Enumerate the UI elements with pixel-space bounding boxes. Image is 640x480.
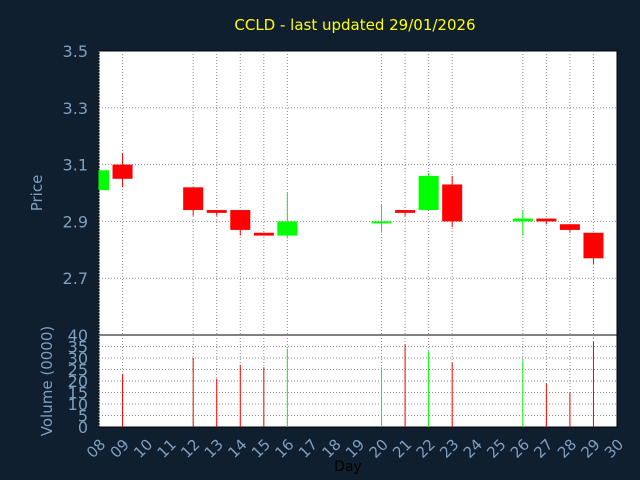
price-y-tick-label: 3.3 bbox=[63, 99, 88, 118]
candle-body bbox=[183, 187, 204, 211]
candle-body bbox=[230, 210, 251, 230]
x-tick-label: 24 bbox=[460, 436, 486, 462]
price-plot-area bbox=[98, 50, 618, 336]
x-tick-label: 08 bbox=[83, 436, 109, 462]
candle-body bbox=[253, 232, 274, 236]
price-axis-label: Price bbox=[28, 175, 46, 212]
price-y-tick-label: 3.1 bbox=[63, 156, 88, 175]
candle-body bbox=[559, 224, 580, 230]
volume-y-tick-label: 35 bbox=[68, 338, 88, 357]
candle-body bbox=[277, 221, 298, 236]
candle-body bbox=[512, 218, 533, 222]
volume-y-tick-label: 20 bbox=[68, 372, 88, 391]
candle-body bbox=[112, 164, 133, 179]
x-tick-label: 19 bbox=[342, 436, 368, 462]
x-axis-label: Day bbox=[334, 459, 362, 475]
x-tick-label: 23 bbox=[436, 436, 462, 462]
candle-body bbox=[418, 175, 439, 211]
price-y-tick-label: 2.7 bbox=[63, 269, 88, 288]
candle-body bbox=[395, 210, 416, 213]
x-tick-label: 13 bbox=[201, 436, 227, 462]
x-tick-label: 18 bbox=[318, 436, 344, 462]
price-y-tick-label: 3.5 bbox=[63, 42, 88, 61]
candle-body bbox=[99, 170, 109, 191]
volume-y-tick-label: 5 bbox=[78, 407, 88, 426]
x-tick-label: 12 bbox=[177, 436, 203, 462]
x-tick-label: 10 bbox=[130, 436, 156, 462]
volume-y-tick-label: 10 bbox=[68, 395, 88, 414]
x-tick-label: 28 bbox=[554, 436, 580, 462]
price-y-tick-label: 2.9 bbox=[63, 212, 88, 231]
x-tick-label: 17 bbox=[295, 436, 321, 462]
x-tick-label: 22 bbox=[413, 436, 439, 462]
x-tick-labels: 0809101112131415161718192021222324252627… bbox=[83, 436, 627, 462]
volume-y-tick-label: 15 bbox=[68, 384, 88, 403]
x-tick-label: 11 bbox=[154, 436, 180, 462]
chart-title: CCLD - last updated 29/01/2026 bbox=[234, 16, 475, 34]
volume-y-tick-label: 40 bbox=[68, 326, 88, 345]
volume-y-tick-label: 0 bbox=[78, 418, 88, 437]
price-y-tick-labels: 3.5 3.3 3.1 2.9 2.7 bbox=[63, 42, 88, 288]
x-tick-label: 16 bbox=[271, 436, 297, 462]
x-tick-label: 29 bbox=[577, 436, 603, 462]
x-tick-label: 09 bbox=[107, 436, 133, 462]
x-tick-label: 30 bbox=[601, 436, 627, 462]
candle-body bbox=[206, 210, 227, 213]
candle-body bbox=[371, 221, 392, 224]
x-tick-label: 20 bbox=[366, 436, 392, 462]
x-tick-label: 27 bbox=[530, 436, 556, 462]
volume-axis-label: Volume (0000) bbox=[38, 326, 56, 436]
x-tick-label: 14 bbox=[224, 436, 250, 462]
candlesticks bbox=[98, 153, 604, 264]
x-tick-label: 26 bbox=[507, 436, 533, 462]
candle-body bbox=[583, 232, 604, 259]
volume-y-tick-label: 30 bbox=[68, 349, 88, 368]
candle-body bbox=[536, 218, 557, 222]
x-tick-label: 15 bbox=[248, 436, 274, 462]
volume-bars bbox=[122, 341, 594, 427]
x-tick-label: 21 bbox=[389, 436, 415, 462]
x-tick-label: 25 bbox=[483, 436, 509, 462]
volume-y-tick-label: 25 bbox=[68, 361, 88, 380]
candle-body bbox=[442, 184, 463, 222]
